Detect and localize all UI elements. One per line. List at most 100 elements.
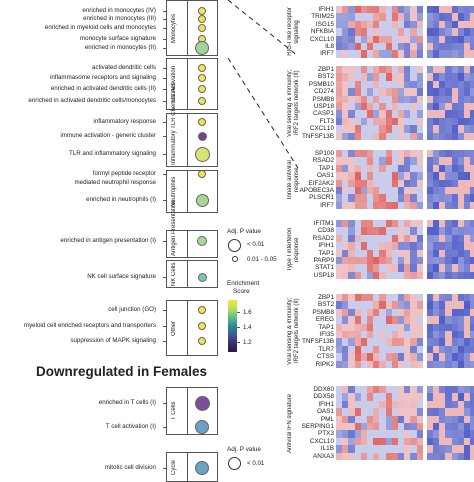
heatmap-cell xyxy=(391,234,399,243)
heatmap-cell xyxy=(445,408,452,416)
heatmap-cell xyxy=(391,150,399,158)
heatmap-cell xyxy=(470,400,474,409)
heatmap-cell xyxy=(336,400,343,409)
heatmap-cell xyxy=(398,264,405,273)
heatmap-cell xyxy=(373,316,380,324)
heatmap-cell xyxy=(451,415,459,424)
heatmap-cell xyxy=(410,308,417,317)
heatmap-cell xyxy=(451,132,459,141)
gene-label: OAS1 xyxy=(316,172,334,180)
heatmap-cell xyxy=(367,338,374,347)
heatmap-cell xyxy=(354,452,362,461)
heatmap-cell xyxy=(373,234,380,243)
heatmap-cell xyxy=(451,249,459,258)
heatmap-cell xyxy=(391,164,399,173)
heatmap-cell xyxy=(354,125,362,133)
heatmap-cell xyxy=(360,408,368,416)
heatmap-cell xyxy=(416,179,424,188)
term-label: enriched in monocytes (IV) xyxy=(82,7,156,14)
heatmap-cell xyxy=(391,452,399,461)
heatmap-cell xyxy=(391,353,399,361)
heatmap-cell xyxy=(360,80,368,89)
heatmap-cell xyxy=(404,408,411,416)
term-label: inflammatory response xyxy=(93,118,156,125)
heatmap-cell xyxy=(404,400,411,409)
heatmap-cell xyxy=(416,35,424,44)
heatmap-cell xyxy=(342,66,349,74)
heatmap-cell xyxy=(451,187,459,195)
heatmap-cell xyxy=(433,430,440,439)
heatmap-cell xyxy=(360,400,368,409)
heatmap-cell xyxy=(404,6,411,14)
heatmap-cell xyxy=(336,415,343,424)
heatmap-cell xyxy=(342,201,349,210)
heatmap-cell xyxy=(416,50,424,59)
heatmap-cell xyxy=(464,437,471,446)
heatmap-cell xyxy=(445,73,452,82)
heatmap-cell xyxy=(336,117,343,126)
group-panel-4 xyxy=(166,230,218,258)
heatmap-cell xyxy=(373,50,380,59)
heatmap-cell xyxy=(373,360,380,369)
heatmap-cell xyxy=(439,445,446,453)
heatmap-cell xyxy=(385,353,393,361)
heatmap-cell xyxy=(348,125,355,133)
heatmap-cell xyxy=(385,73,393,82)
heatmap-cell xyxy=(445,242,452,250)
heatmap-cell xyxy=(457,301,465,310)
heatmap-cell xyxy=(367,331,374,339)
term-label: enriched in activated dendritic cells (I… xyxy=(50,85,156,92)
heatmap-cell xyxy=(367,95,374,104)
term-tick xyxy=(163,326,166,327)
enrichment-dot xyxy=(198,7,206,15)
heatmap-cell xyxy=(348,164,355,173)
heatmap-cell xyxy=(416,400,424,409)
heatmap-cell xyxy=(426,117,434,126)
gene-label: IFIH1 xyxy=(318,400,334,408)
heatmap-cell xyxy=(360,73,368,82)
heatmap-cell xyxy=(451,393,459,402)
heatmap-cell xyxy=(348,331,355,339)
heatmap-cell xyxy=(348,408,355,416)
heatmap-cell xyxy=(360,301,368,310)
heatmap-cell xyxy=(470,132,474,141)
heatmap-cell xyxy=(360,103,368,111)
heatmap-cell xyxy=(398,88,405,96)
heatmap-cell xyxy=(379,301,386,310)
heatmap-cell xyxy=(416,13,424,22)
heatmap-cell xyxy=(445,264,452,273)
heatmap-cell xyxy=(470,125,474,133)
heatmap-cell xyxy=(398,445,405,453)
heatmap-cell xyxy=(439,242,446,250)
heatmap-cell xyxy=(439,20,446,29)
heatmap-cell xyxy=(404,430,411,439)
heatmap-cell xyxy=(398,227,405,236)
heatmap-cell xyxy=(391,194,399,203)
heatmap-cell xyxy=(404,187,411,195)
heatmap-cell xyxy=(416,117,424,126)
heatmap-cell xyxy=(464,445,471,453)
heatmap-cell xyxy=(373,194,380,203)
heatmap-cell xyxy=(451,66,459,74)
heatmap-cell xyxy=(385,103,393,111)
enrichment-dot xyxy=(198,118,206,126)
heatmap-cell xyxy=(367,264,374,273)
heatmap-cell xyxy=(410,386,417,394)
heatmap-cell xyxy=(379,117,386,126)
heatmap-cell xyxy=(391,179,399,188)
heatmap-cell xyxy=(354,271,362,280)
heatmap-cell xyxy=(426,331,434,339)
heatmap-cell xyxy=(445,132,452,141)
gene-label: CD274 xyxy=(314,88,334,96)
heatmap-cell xyxy=(470,338,474,347)
heatmap-cell xyxy=(445,271,452,280)
heatmap-cell xyxy=(360,172,368,180)
gene-label: EREG xyxy=(315,316,334,324)
heatmap-cell xyxy=(451,201,459,210)
heatmap-cell xyxy=(464,201,471,210)
heatmap-cell xyxy=(470,316,474,324)
heatmap-cell xyxy=(385,50,393,59)
heatmap-cell xyxy=(404,220,411,228)
gene-label: TNFSF13B xyxy=(302,132,334,140)
heatmap-cell xyxy=(470,294,474,302)
